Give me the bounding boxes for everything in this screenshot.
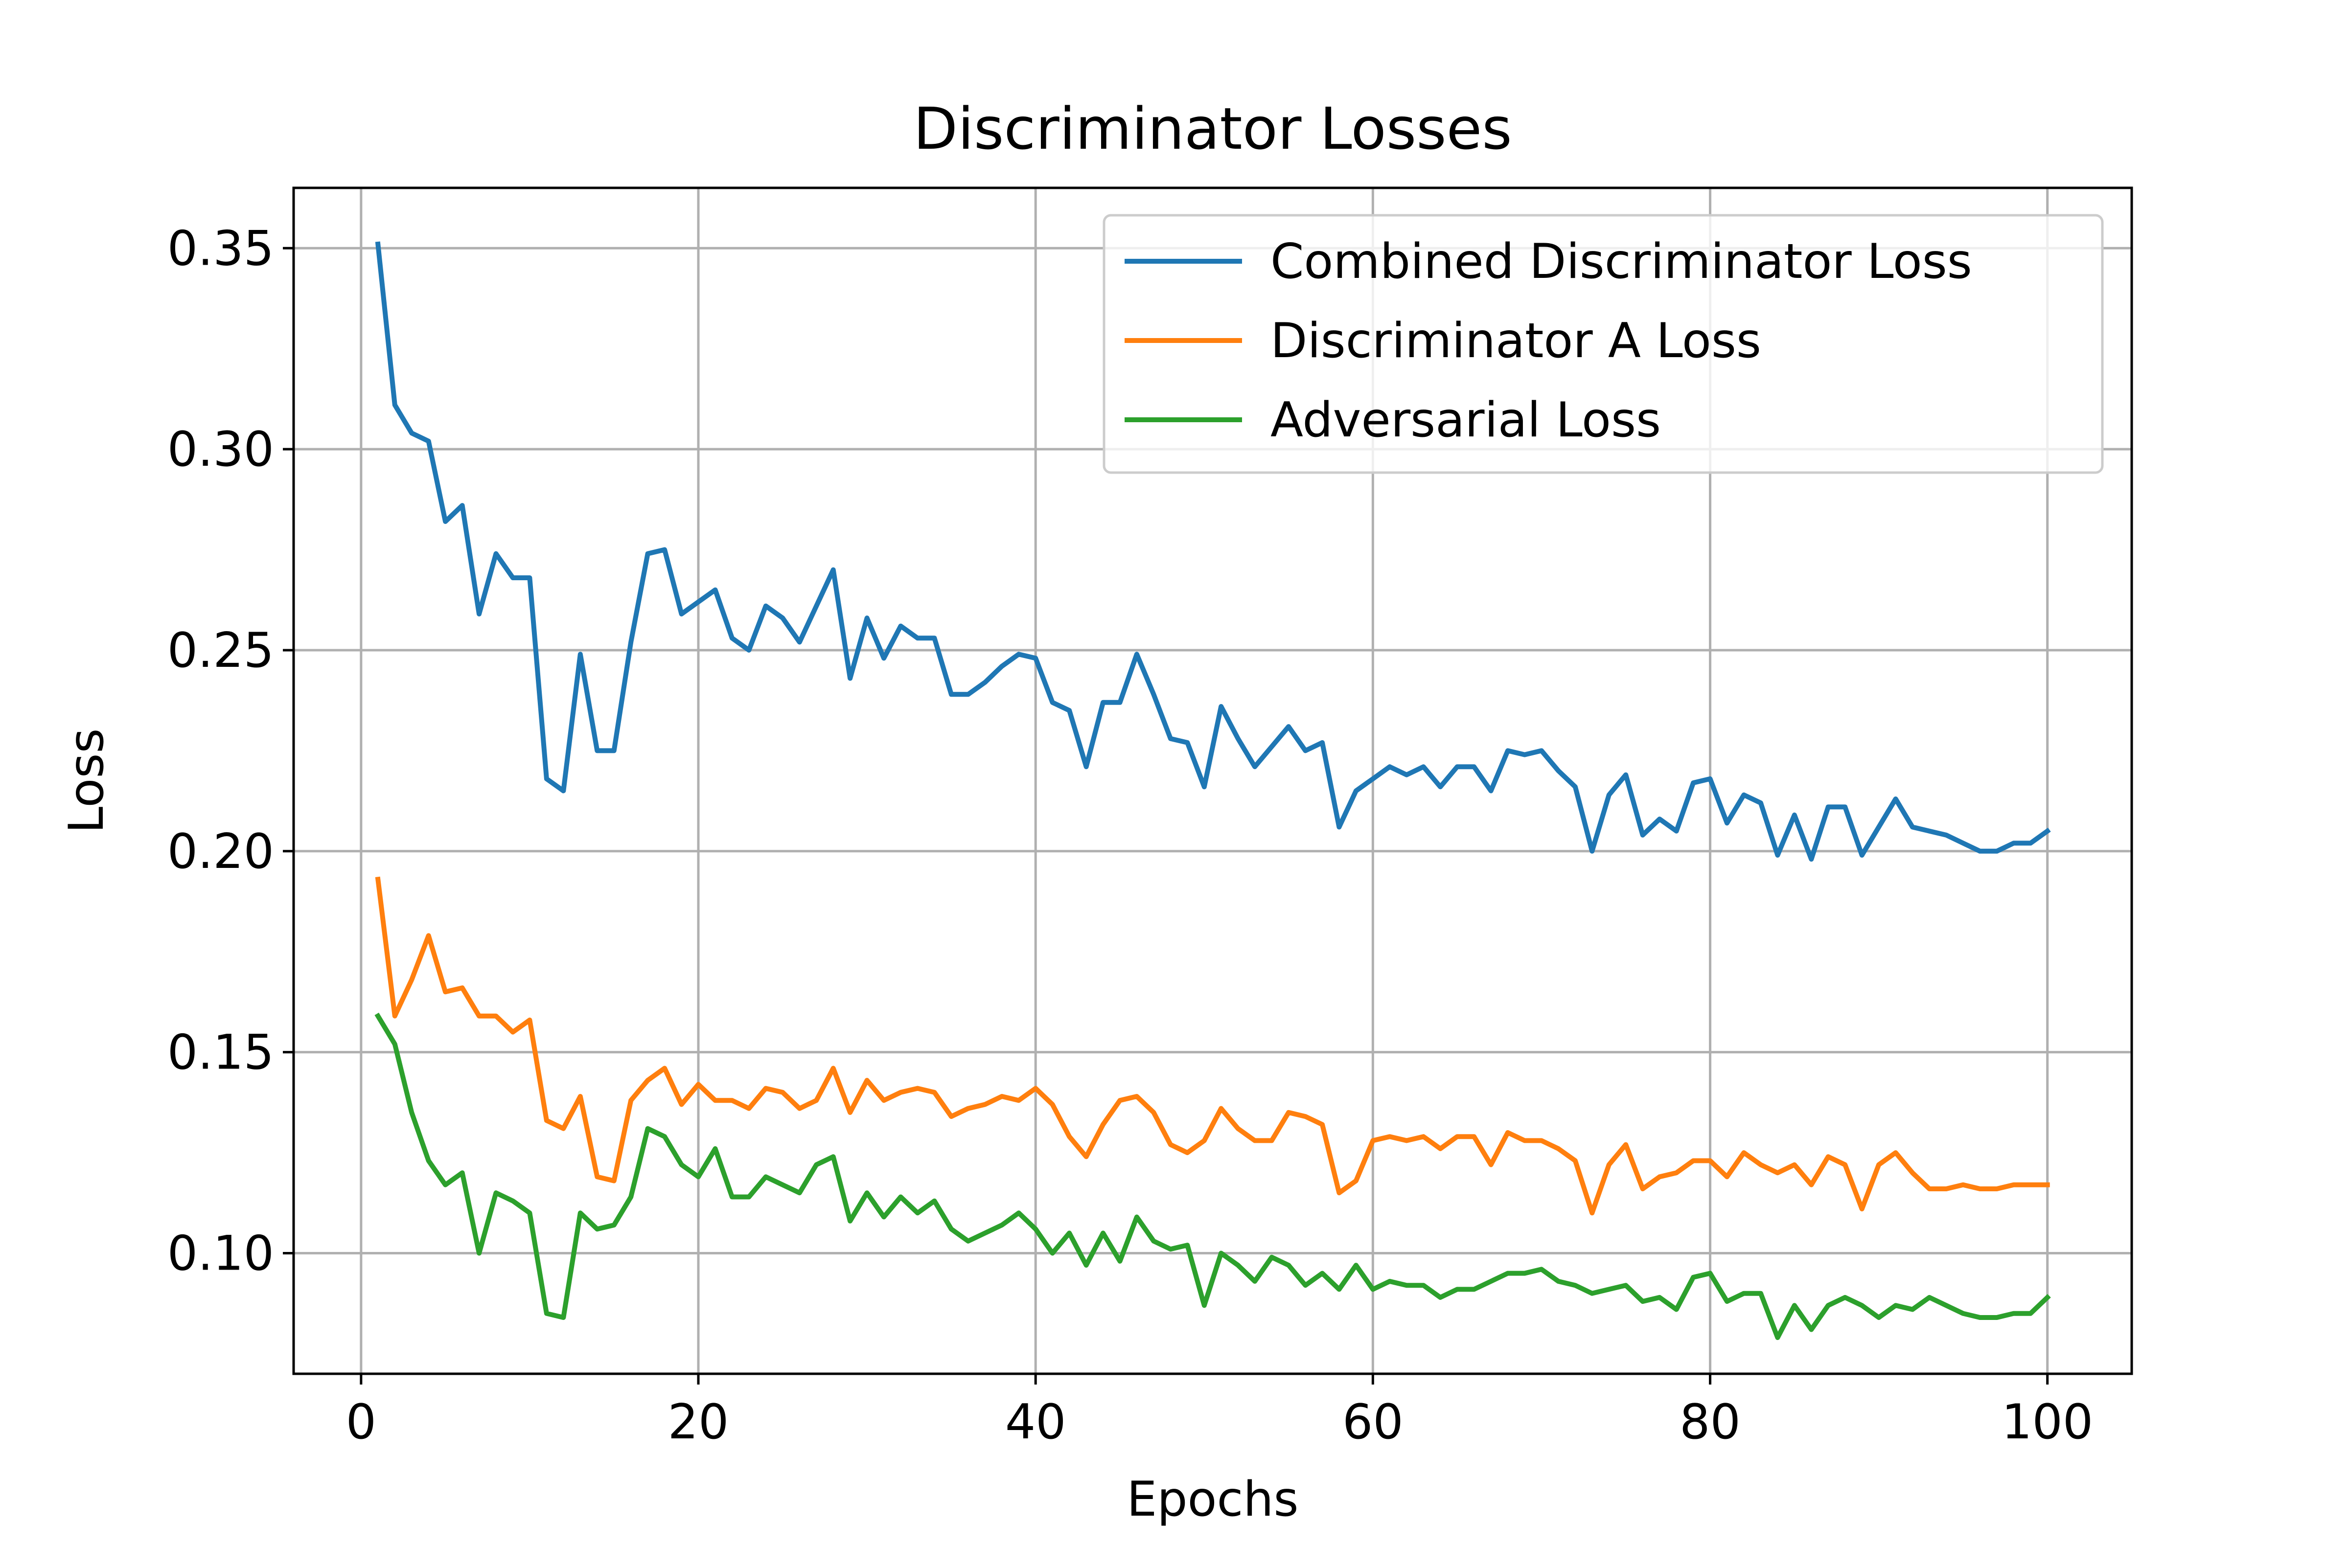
x-tick-label: 20: [668, 1394, 729, 1450]
legend-box: [1103, 214, 2104, 474]
x-tick-label: 100: [2002, 1394, 2093, 1450]
plot-frame: [292, 186, 2133, 1375]
series-lines: [374, 241, 2051, 1340]
x-tick-label: 40: [1005, 1394, 1066, 1450]
legend-label-2: Discriminator A Loss: [1270, 313, 1761, 369]
axis-ticks: 0 20 40 60 80 100 0.10 0.15 0.20 0.25 0.30 0.35: [167, 221, 2093, 1450]
x-tick-label: 0: [346, 1394, 376, 1450]
x-axis-label: Epochs: [1127, 1472, 1298, 1527]
series-line-1: [375, 241, 2051, 862]
legend: Combined Discriminator Loss Discriminator…: [1103, 214, 2104, 474]
y-tick-label: 0.25: [167, 623, 274, 679]
y-axis-label: Loss: [59, 728, 115, 834]
x-tick-label: 80: [1680, 1394, 1741, 1450]
series-line-3: [374, 1012, 2051, 1340]
y-tick-label: 0.35: [167, 221, 274, 276]
legend-label-1: Combined Discriminator Loss: [1270, 234, 1972, 290]
y-tick-label: 0.10: [167, 1226, 274, 1281]
x-tick-label: 60: [1342, 1394, 1404, 1450]
y-tick-label: 0.20: [167, 824, 274, 880]
y-tick-label: 0.15: [167, 1025, 274, 1081]
series-line-2: [375, 876, 2050, 1216]
legend-label-3: Adversarial Loss: [1270, 392, 1661, 448]
y-tick-label: 0.30: [167, 422, 274, 477]
chart-title: Discriminator Losses: [913, 95, 1512, 162]
